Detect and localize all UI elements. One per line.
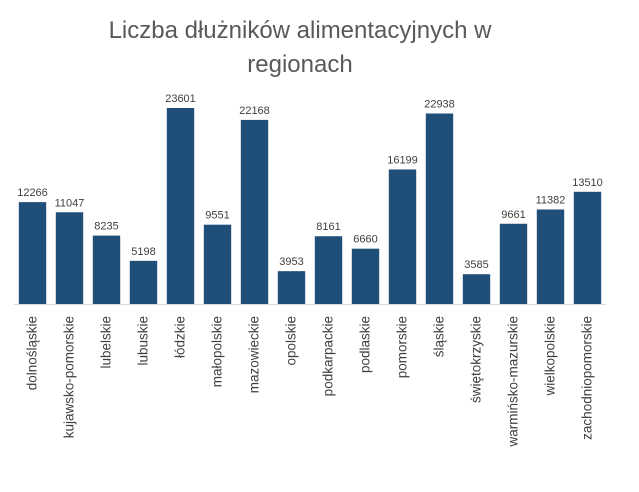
value-label-8: 8161	[316, 221, 340, 233]
value-label-7: 3953	[279, 256, 303, 268]
bar-12	[462, 274, 491, 304]
bars-group	[18, 108, 602, 305]
category-label-10: pomorskie	[395, 316, 410, 378]
bar-3	[129, 260, 158, 304]
value-label-14: 11382	[536, 194, 566, 206]
bar-15	[573, 191, 602, 304]
category-label-5: małopolskie	[210, 316, 225, 387]
bar-8	[314, 236, 343, 304]
bar-2	[92, 235, 121, 304]
category-label-0: dolnośląskie	[25, 316, 40, 390]
bar-7	[277, 271, 306, 304]
category-label-6: mazowieckie	[247, 316, 262, 393]
category-label-2: lubelskie	[99, 316, 114, 369]
bar-5	[203, 224, 232, 304]
category-label-12: świętokrzyskie	[469, 316, 484, 403]
chart-title-line-2: regionach	[247, 51, 352, 78]
category-label-13: warmińsko-mazurskie	[506, 316, 521, 448]
value-label-11: 22938	[424, 99, 455, 111]
bar-13	[499, 223, 528, 304]
value-label-1: 11047	[55, 197, 85, 209]
bar-14	[536, 209, 565, 304]
category-label-3: lubuskie	[136, 316, 151, 366]
value-label-13: 9661	[501, 209, 525, 221]
category-label-9: podlaskie	[358, 316, 373, 373]
value-label-12: 3585	[464, 259, 488, 271]
category-label-8: podkarpackie	[321, 316, 336, 396]
category-label-4: łódzkie	[173, 316, 188, 358]
bar-0	[18, 202, 47, 304]
value-label-2: 8235	[94, 221, 118, 233]
value-label-6: 22168	[239, 105, 270, 117]
bar-1	[55, 212, 84, 304]
bar-10	[388, 169, 417, 304]
value-label-9: 6660	[353, 234, 377, 246]
chart-title-line-1: Liczba dłużników alimentacyjnych w	[109, 17, 493, 44]
category-labels-group: dolnośląskie kujawsko-pomorskie lubelskie l…	[25, 316, 595, 448]
bar-6	[240, 119, 269, 305]
value-label-4: 23601	[165, 93, 196, 105]
category-label-14: wielkopolskie	[543, 316, 558, 397]
category-label-1: kujawsko-pomorskie	[62, 316, 77, 438]
category-label-15: zachodniopomorskie	[580, 316, 595, 440]
category-label-11: śląskie	[432, 316, 447, 357]
value-labels-group: 12266 11047 8235 5198 23601 9551 22168 3953 8161…	[17, 93, 603, 271]
bar-11	[425, 113, 454, 304]
value-label-3: 5198	[131, 246, 155, 258]
category-label-7: opolskie	[284, 316, 299, 366]
bar-4	[166, 108, 195, 304]
value-label-0: 12266	[17, 187, 48, 199]
bar-9	[351, 248, 380, 304]
value-label-15: 13510	[572, 177, 603, 189]
value-label-5: 9551	[205, 210, 229, 222]
value-label-10: 16199	[387, 154, 418, 166]
